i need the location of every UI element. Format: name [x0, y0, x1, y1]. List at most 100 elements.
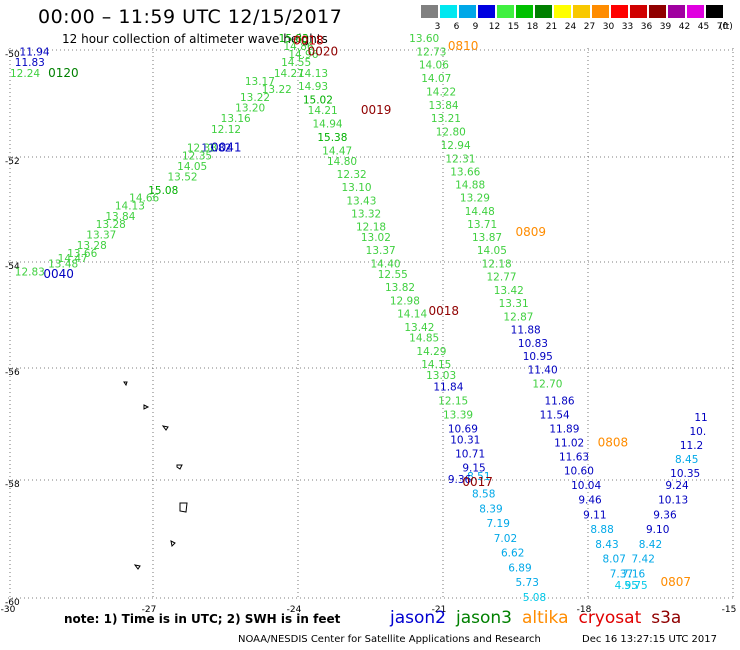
swh-value: 12.55	[378, 269, 408, 281]
swh-value: 13.28	[77, 240, 107, 252]
swh-value: 13.17	[245, 76, 275, 88]
swh-value: 14.55	[281, 57, 311, 69]
swh-value: 15.38	[317, 132, 347, 144]
lat-tick-label: -52	[5, 157, 20, 167]
swh-value: 13.71	[467, 219, 497, 231]
swh-value: 14.48	[465, 206, 495, 218]
swh-value: 14.13	[115, 201, 145, 213]
swh-value: 12.87	[503, 311, 533, 323]
credit-line: NOAA/NESDIS Center for Satellite Applica…	[238, 634, 541, 645]
swh-value: 14.86	[284, 41, 314, 53]
track-time-label: 0018	[429, 304, 460, 318]
swh-value: 13.42	[404, 322, 434, 334]
swh-value: 13.87	[472, 232, 502, 244]
swh-value: 14.93	[298, 81, 328, 93]
island-outline	[176, 464, 183, 470]
track-time-label: 0120	[48, 66, 79, 80]
island-outline	[179, 502, 188, 513]
swh-value: 12.24	[10, 68, 40, 80]
legend-swatch	[687, 5, 705, 18]
swh-value: 8.88	[590, 524, 613, 536]
swh-value: 14.47	[58, 253, 88, 265]
swh-value: 9.36	[448, 474, 472, 486]
swh-value: 14.66	[129, 193, 159, 205]
satellite-jason3: jason3	[456, 608, 512, 628]
swh-value: 11.02	[554, 437, 584, 449]
island-outline	[123, 381, 128, 387]
swh-value: 14.06	[419, 60, 449, 72]
lat-tick-label: -50	[5, 50, 20, 60]
swh-value: 7.37	[610, 568, 633, 580]
swh-value: 10.13	[658, 495, 688, 507]
swh-value: 12.18	[482, 258, 512, 270]
swh-value: 8.07	[603, 554, 626, 566]
swh-value: 5.73	[516, 577, 539, 589]
swh-value: 14.47	[322, 145, 352, 157]
swh-value: 7.16	[622, 568, 646, 580]
swh-value: 9.46	[578, 495, 602, 507]
swh-value: 13.21	[431, 113, 461, 125]
legend-bin-label: 30	[602, 22, 615, 32]
swh-value: 10.31	[450, 435, 480, 447]
swh-value: 11.40	[528, 365, 558, 377]
swh-value: 10.	[690, 426, 707, 438]
track-time-label: 0020	[308, 44, 339, 58]
generation-timestamp: Dec 16 13:27:15 UTC 2017	[582, 634, 717, 645]
swh-value: 11.83	[15, 57, 45, 69]
swh-value: 13.42	[494, 285, 524, 297]
swh-value: 10.69	[448, 423, 478, 435]
swh-value: 13.39	[443, 409, 473, 421]
swh-value: 14.13	[298, 68, 328, 80]
swh-value: 13.43	[346, 195, 376, 207]
swh-value: 13.32	[351, 208, 381, 220]
graticule	[8, 48, 736, 600]
swh-value: 8.58	[472, 489, 495, 501]
swh-value: 13.37	[86, 229, 116, 241]
swh-value: 13.37	[366, 245, 396, 257]
swh-value: 13.02	[361, 232, 391, 244]
map-title: 00:00 – 11:59 UTC 12/15/2017	[38, 6, 343, 28]
swh-value: 13.66	[450, 166, 480, 178]
swh-value: 11.88	[511, 325, 541, 337]
swh-value: 11	[694, 412, 707, 424]
swh-value: 12.32	[337, 169, 367, 181]
legend-unit: (ft)	[719, 22, 733, 32]
island-outline	[133, 564, 141, 570]
swh-value: 11.54	[540, 409, 570, 421]
lat-tick-label: -58	[5, 480, 20, 490]
swh-value: 14.80	[327, 156, 357, 168]
legend-bin-label: 70	[716, 22, 729, 32]
island-outline	[170, 540, 176, 548]
swh-value: 12.73	[416, 46, 446, 58]
swh-value: 13.20	[235, 103, 265, 115]
swh-value: 11.82	[201, 143, 231, 155]
lat-tick-label: -56	[5, 368, 20, 378]
track-time-label: 0017	[462, 475, 493, 489]
legend-bin-label: 45	[697, 22, 710, 32]
track-time-label: 0810	[448, 39, 479, 53]
track-time-label: 0041	[211, 141, 242, 155]
swh-value: 4.95	[615, 580, 638, 592]
swh-value: 14.88	[455, 180, 485, 192]
swh-value: 6.62	[501, 548, 524, 560]
swh-value: 9.24	[665, 480, 689, 492]
legend-swatch	[630, 5, 648, 18]
swh-value: 13.60	[409, 33, 439, 45]
swh-value: 11.89	[549, 423, 579, 435]
swh-value: 13.28	[96, 219, 126, 231]
axis-tick-labels: -30 -27 -24 -21 -18 -15 -50 -52 -54 -56 -58 -60	[1, 50, 737, 615]
swh-value: 14.27	[274, 68, 304, 80]
legend-bin-label: 3	[434, 22, 441, 32]
swh-value: 10.83	[518, 338, 548, 350]
track-time-label: 0809	[516, 225, 547, 239]
swh-value: 6.89	[508, 562, 531, 574]
legend-swatch	[497, 5, 515, 18]
legend-bin-label: 42	[678, 22, 691, 32]
swh-value: 12.35	[182, 151, 212, 163]
legend-bin-label: 15	[507, 22, 520, 32]
track-time-label: 0018	[293, 34, 324, 48]
satellite-cryosat: cryosat	[578, 608, 642, 628]
swh-value: 8.43	[595, 539, 618, 551]
swh-value: 15.83	[279, 33, 309, 45]
swh-value: 10.95	[523, 351, 553, 363]
